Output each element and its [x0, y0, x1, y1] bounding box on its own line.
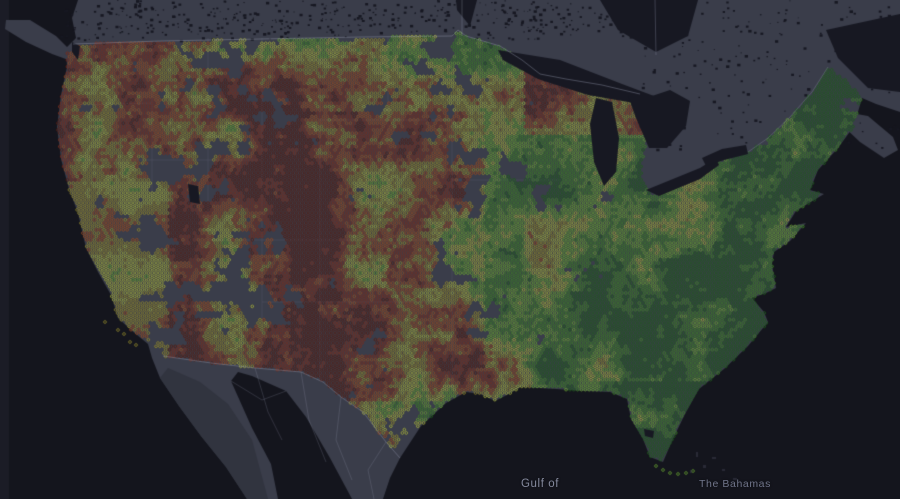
map-stage: Gulf of Mexico The Bahamas: [0, 0, 900, 499]
us-coverage-hex-map-canvas[interactable]: [0, 0, 900, 499]
